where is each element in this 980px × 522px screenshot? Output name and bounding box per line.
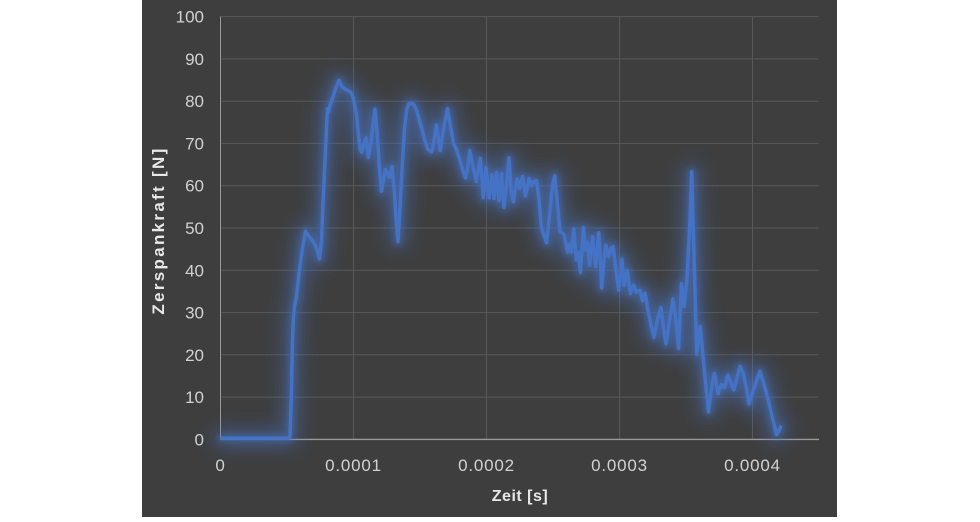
svg-text:40: 40 [185, 261, 204, 280]
svg-text:0.0004: 0.0004 [724, 456, 781, 475]
svg-text:0.0001: 0.0001 [325, 456, 382, 475]
svg-text:Zerspankraft [N]: Zerspankraft [N] [149, 146, 168, 314]
svg-text:Zeit [s]: Zeit [s] [492, 488, 548, 505]
svg-text:60: 60 [185, 177, 204, 196]
svg-text:0.0002: 0.0002 [458, 456, 515, 475]
svg-text:90: 90 [185, 50, 204, 69]
svg-text:30: 30 [185, 304, 204, 323]
svg-text:0.0003: 0.0003 [591, 456, 648, 475]
svg-text:100: 100 [176, 8, 204, 27]
svg-text:10: 10 [185, 388, 204, 407]
svg-text:20: 20 [185, 346, 204, 365]
svg-text:0: 0 [195, 430, 204, 449]
svg-text:70: 70 [185, 134, 204, 153]
svg-text:50: 50 [185, 219, 204, 238]
svg-text:0: 0 [215, 456, 225, 475]
svg-text:80: 80 [185, 92, 204, 111]
